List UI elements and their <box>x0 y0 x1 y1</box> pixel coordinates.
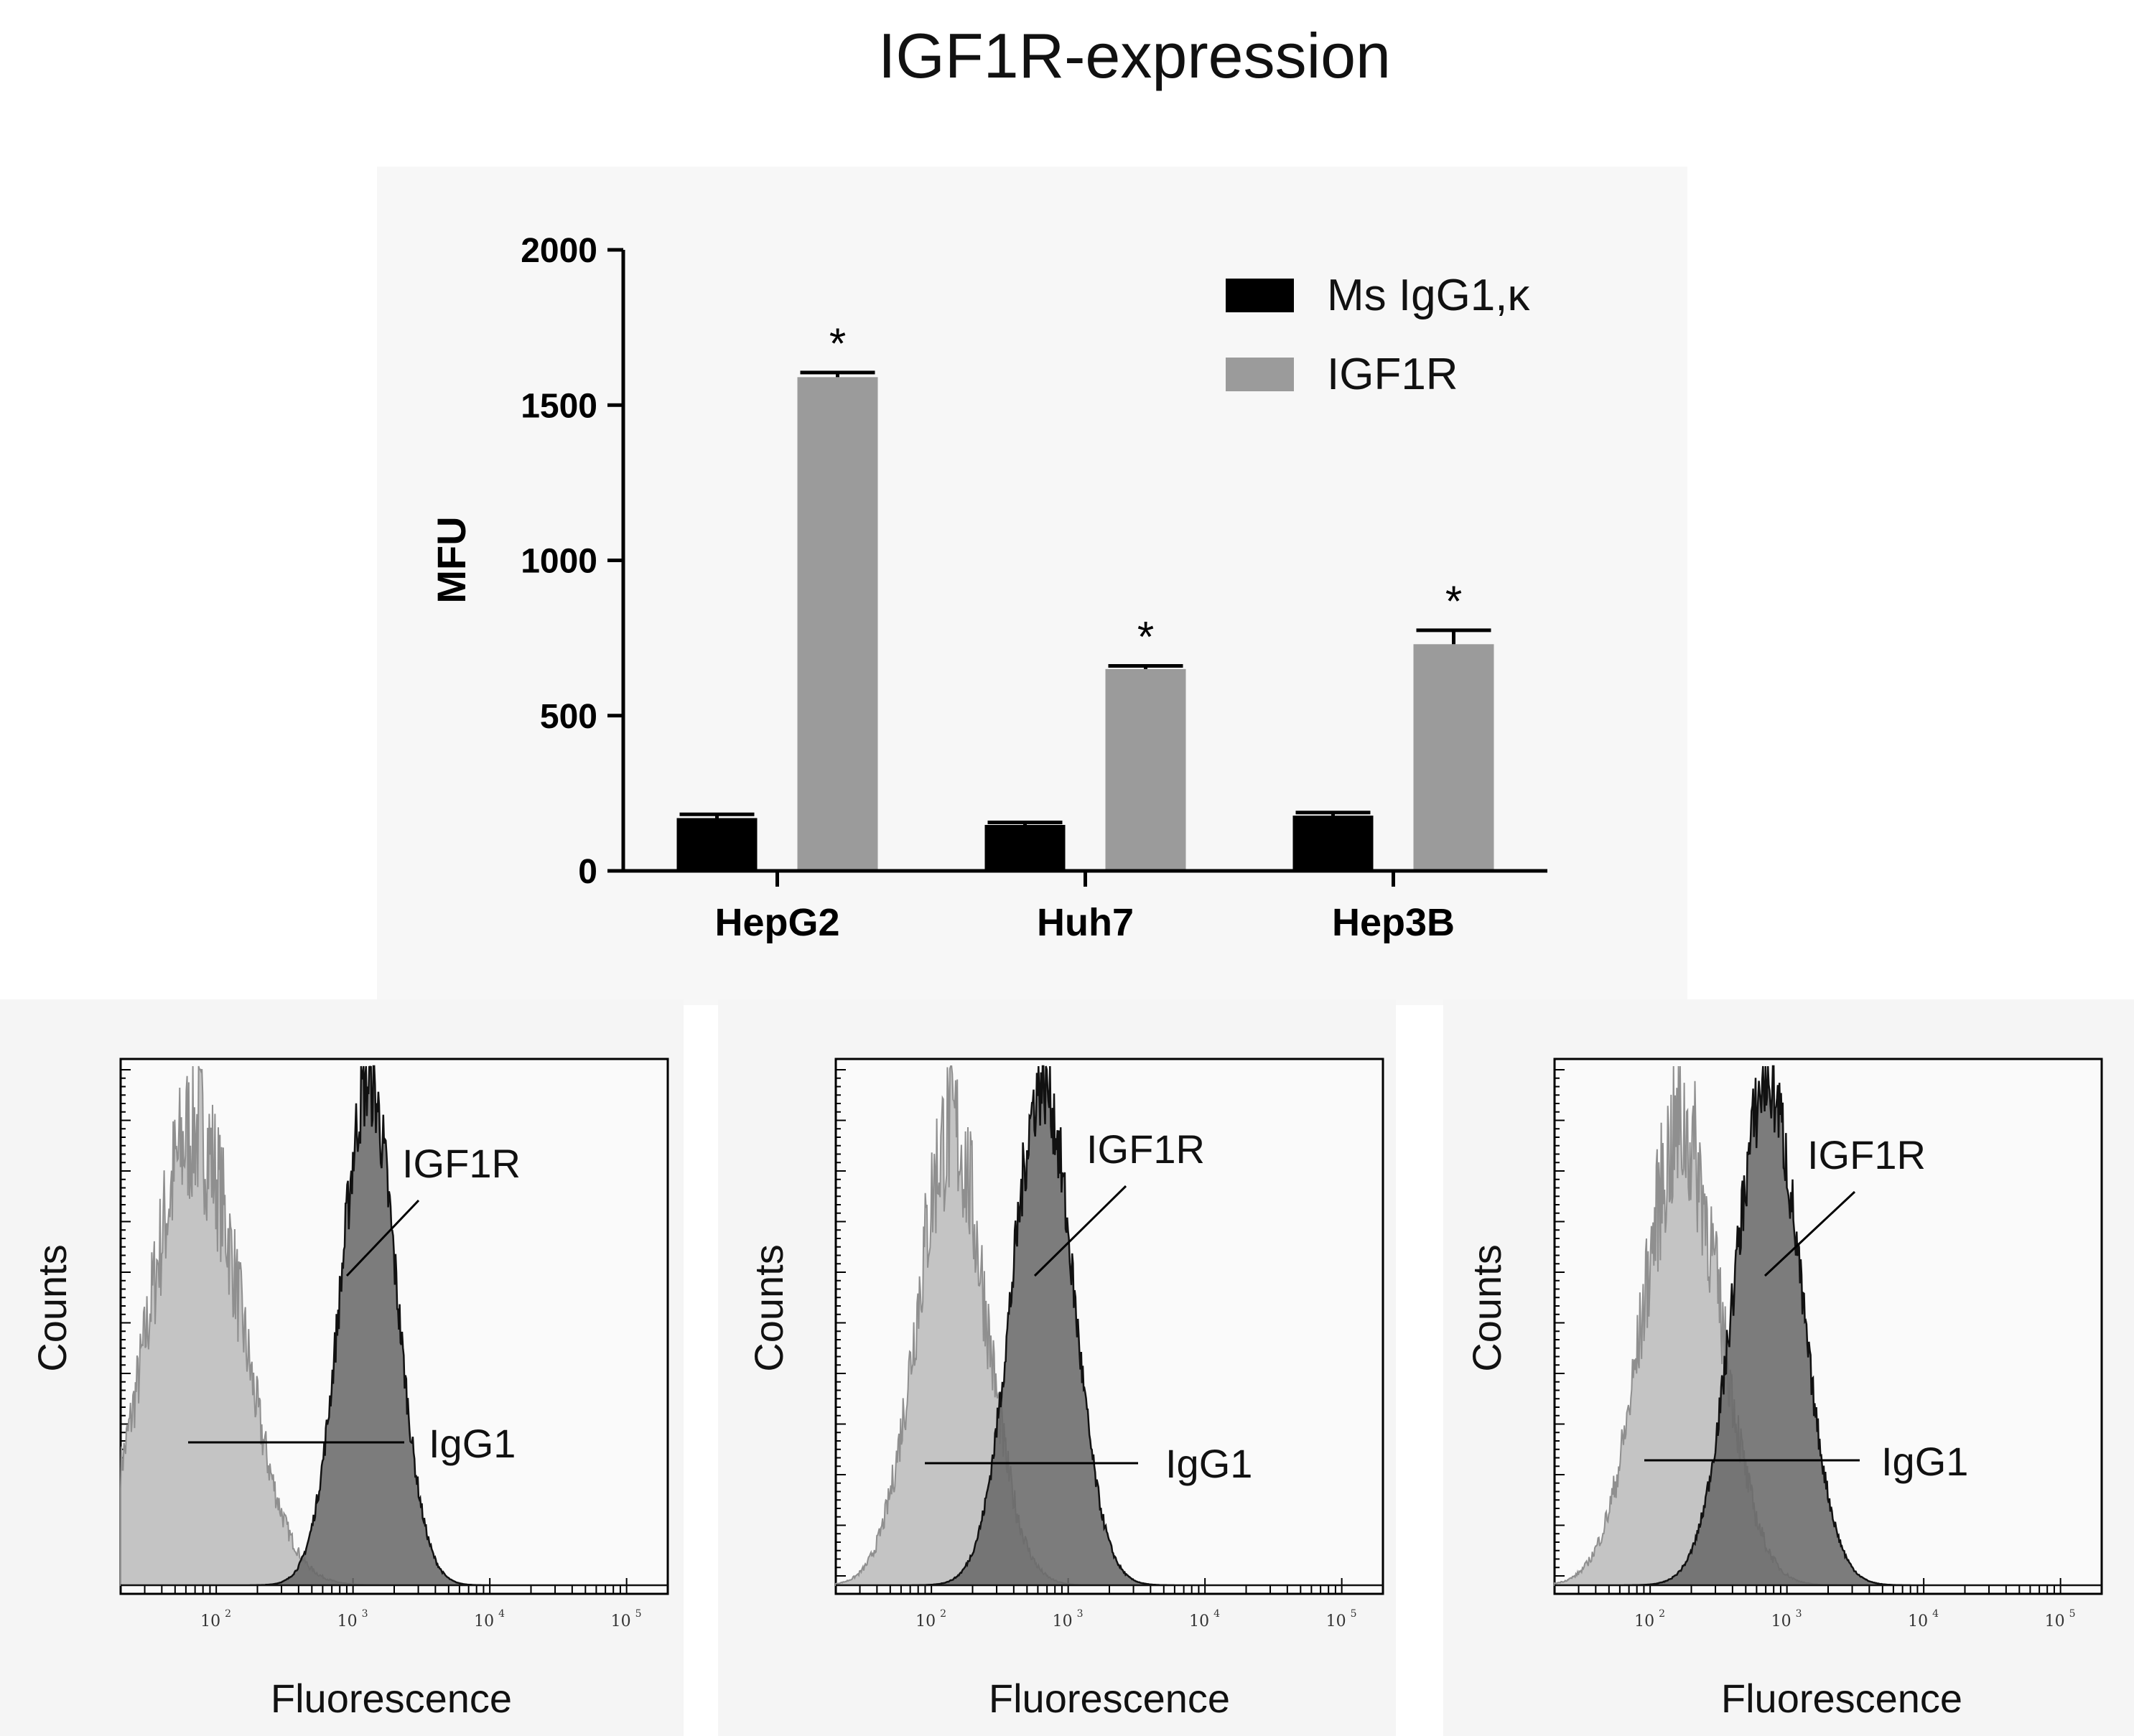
igf1r-annotation: IGF1R <box>402 1141 521 1186</box>
fluorescence-tick-label: 10 <box>200 1613 220 1630</box>
fluorescence-tick-label: 10 <box>1053 1613 1073 1630</box>
fluorescence-tick-exponent: 5 <box>1351 1608 1357 1620</box>
fluorescence-tick-label: 10 <box>1634 1613 1654 1630</box>
fluorescence-tick-exponent: 5 <box>2069 1608 2076 1620</box>
fluorescence-tick-exponent: 3 <box>1796 1608 1802 1620</box>
igf1r-histogram <box>121 1065 668 1587</box>
histogram-panel-1: 10 2 10 3 10 4 10 5 Counts Fluorescence IGF1R I… <box>0 999 684 1736</box>
figure-title: IGF1R-expression <box>878 20 1391 91</box>
histogram-y-label: Counts <box>1464 1244 1509 1371</box>
x-tick-label: Huh7 <box>1037 901 1134 944</box>
fluorescence-tick-label: 10 <box>2045 1613 2065 1630</box>
legend-label-isotype: Ms IgG1,κ <box>1327 271 1531 320</box>
fluorescence-tick-exponent: 2 <box>1659 1608 1665 1620</box>
igf1r-histogram <box>1555 1065 2102 1587</box>
bar <box>797 377 878 871</box>
histogram-panel-3: 10 2 10 3 10 4 10 5 Counts Fluorescence IGF1R I… <box>1443 999 2134 1736</box>
fluorescence-tick-label: 10 <box>611 1613 631 1630</box>
histogram-curves: 10 2 10 3 10 4 10 5 <box>120 1065 668 1630</box>
y-tick-label: 0 <box>578 853 597 891</box>
bar-y-axis-label: MFU <box>429 516 474 603</box>
y-tick-label: 1000 <box>521 543 597 581</box>
significance-marker: * <box>1445 577 1462 625</box>
legend-swatch-isotype <box>1226 279 1294 312</box>
bar-y-axis: 0 500 1000 1500 2000 <box>521 232 625 891</box>
bar <box>984 824 1066 871</box>
y-tick-label: 2000 <box>521 232 597 270</box>
significance-marker: * <box>829 319 846 368</box>
fluorescence-tick-exponent: 4 <box>498 1608 505 1620</box>
legend-swatch-igf1r <box>1226 358 1294 391</box>
legend-label-igf1r: IGF1R <box>1327 350 1458 399</box>
histogram-curves: 10 2 10 3 10 4 10 5 <box>1554 1065 2102 1630</box>
igf1r-annotation: IGF1R <box>1807 1132 1926 1177</box>
igf1r-leader-line <box>1763 1190 1856 1277</box>
igg1-annotation: IgG1 <box>429 1421 516 1466</box>
igf1r-histogram <box>836 1065 1383 1587</box>
igf1r-annotation: IGF1R <box>1086 1126 1205 1172</box>
y-tick-label: 500 <box>540 698 597 736</box>
fluorescence-tick-label: 10 <box>1908 1613 1928 1630</box>
histogram-curves: 10 2 10 3 10 4 10 5 <box>835 1065 1384 1630</box>
fluorescence-tick-label: 10 <box>474 1613 494 1630</box>
bar <box>1292 816 1374 871</box>
bar <box>676 818 758 871</box>
histogram-x-label: Fluorescence <box>989 1676 1230 1721</box>
bar <box>1413 644 1494 871</box>
fluorescence-tick-label: 10 <box>1326 1613 1346 1630</box>
fluorescence-tick-label: 10 <box>337 1613 358 1630</box>
y-tick-label: 1500 <box>521 387 597 425</box>
histogram-y-label: Counts <box>29 1244 75 1371</box>
bar-legend: Ms IgG1,κ IGF1R <box>1226 271 1531 399</box>
x-tick-label: HepG2 <box>714 901 839 944</box>
igf1r-leader-line <box>1033 1185 1127 1277</box>
fluorescence-tick-exponent: 4 <box>1213 1608 1220 1620</box>
bar-marks: * * * <box>676 319 1494 871</box>
histogram-x-label: Fluorescence <box>1721 1676 1962 1721</box>
fluorescence-tick-exponent: 2 <box>940 1608 946 1620</box>
fluorescence-tick-label: 10 <box>1189 1613 1209 1630</box>
x-tick-label: Hep3B <box>1332 901 1455 944</box>
fluorescence-tick-exponent: 5 <box>635 1608 642 1620</box>
bar-x-axis: HepG2 Huh7 Hep3B <box>623 869 1547 944</box>
fluorescence-tick-exponent: 3 <box>1077 1608 1084 1620</box>
igg1-annotation: IgG1 <box>1881 1439 1968 1484</box>
fluorescence-tick-label: 10 <box>1771 1613 1791 1630</box>
histogram-x-label: Fluorescence <box>271 1676 512 1721</box>
histogram-panel-2: 10 2 10 3 10 4 10 5 Counts Fluorescence IGF1R I… <box>718 999 1396 1736</box>
histogram-y-label: Counts <box>746 1244 791 1371</box>
fluorescence-tick-label: 10 <box>915 1613 936 1630</box>
significance-marker: * <box>1137 613 1154 661</box>
igg1-annotation: IgG1 <box>1165 1441 1252 1486</box>
bar <box>1105 668 1186 871</box>
igf1r-leader-line <box>345 1199 420 1277</box>
fluorescence-tick-exponent: 4 <box>1932 1608 1939 1620</box>
fluorescence-tick-exponent: 2 <box>225 1608 231 1620</box>
fluorescence-tick-exponent: 3 <box>362 1608 368 1620</box>
